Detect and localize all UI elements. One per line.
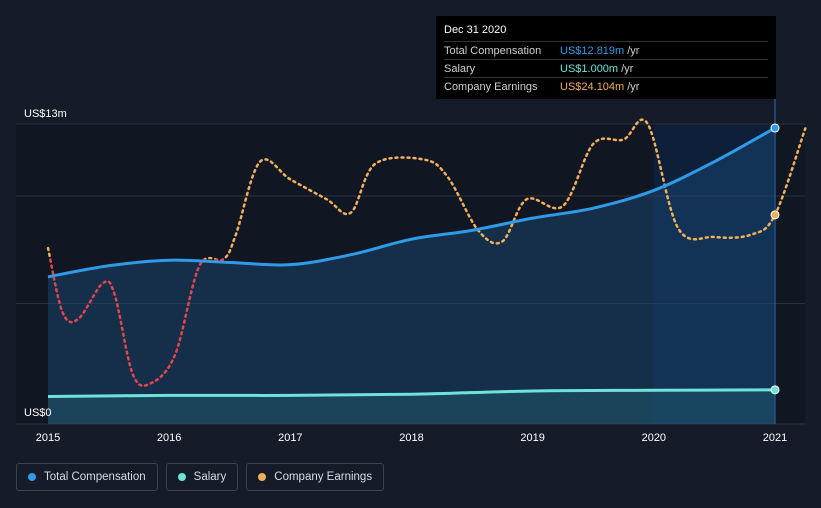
series-area-salary bbox=[48, 389, 775, 424]
legend-item-total-compensation[interactable]: Total Compensation bbox=[16, 463, 158, 491]
tooltip-value: US$12.819m bbox=[560, 44, 625, 57]
legend-item-salary[interactable]: Salary bbox=[165, 463, 239, 491]
legend-dot-icon bbox=[177, 473, 186, 481]
legend: Total Compensation Salary Company Earnin… bbox=[16, 463, 385, 491]
y-tick-label: US$0 bbox=[24, 407, 52, 419]
legend-label: Total Compensation bbox=[44, 471, 146, 483]
tooltip-label: Total Compensation bbox=[444, 44, 542, 57]
y-tick-label: US$13m bbox=[24, 108, 67, 120]
x-tick-label: 2017 bbox=[278, 432, 302, 444]
highlight-range bbox=[653, 124, 775, 424]
legend-dot-icon bbox=[258, 473, 267, 481]
tooltip: Dec 31 2020 Total Compensation US$12.819… bbox=[436, 16, 776, 99]
tooltip-unit: /yr bbox=[627, 44, 640, 57]
series-line-salary bbox=[47, 388, 776, 398]
x-tick-label: 2021 bbox=[763, 432, 787, 444]
tooltip-label: Salary bbox=[444, 62, 476, 75]
tooltip-row-earnings: Company Earnings US$24.104m /yr bbox=[444, 77, 768, 95]
x-tick-label: 2016 bbox=[157, 432, 181, 444]
x-tick-label: 2019 bbox=[520, 432, 544, 444]
tooltip-date: Dec 31 2020 bbox=[444, 24, 507, 36]
marker-total-compensation bbox=[770, 123, 780, 133]
x-tick-label: 2018 bbox=[399, 432, 423, 444]
marker-company-earnings bbox=[770, 210, 780, 220]
legend-label: Company Earnings bbox=[274, 471, 373, 483]
tooltip-value: US$1.000m bbox=[560, 62, 619, 75]
series-line-total-compensation bbox=[47, 126, 776, 279]
legend-label: Salary bbox=[193, 471, 227, 483]
x-tick-label: 2020 bbox=[642, 432, 666, 444]
tooltip-row-total: Total Compensation US$12.819m /yr bbox=[444, 41, 768, 59]
legend-dot-icon bbox=[28, 473, 36, 481]
tooltip-row-salary: Salary US$1.000m /yr bbox=[444, 59, 768, 77]
x-tick-label: 2015 bbox=[36, 432, 60, 444]
series-line-company-earnings bbox=[46, 118, 807, 387]
series-area-total-compensation bbox=[48, 128, 775, 425]
legend-item-company-earnings[interactable]: Company Earnings bbox=[246, 463, 385, 491]
tooltip-unit: /yr bbox=[621, 62, 634, 75]
tooltip-unit: /yr bbox=[627, 80, 640, 93]
tooltip-value: US$24.104m bbox=[560, 80, 625, 93]
marker-salary bbox=[770, 385, 780, 395]
tooltip-label: Company Earnings bbox=[444, 80, 538, 93]
